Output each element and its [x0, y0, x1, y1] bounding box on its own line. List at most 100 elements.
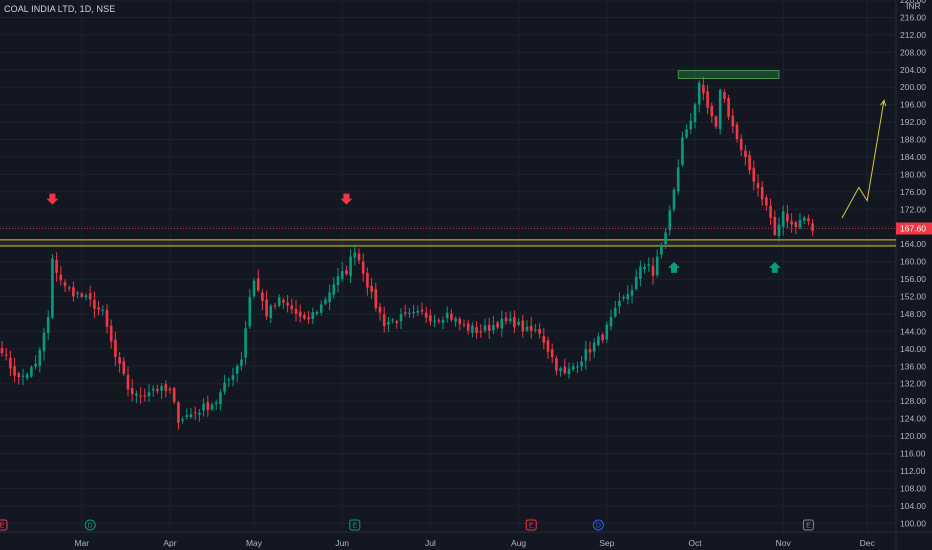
candle-body: [109, 325, 113, 342]
candle: [693, 102, 697, 129]
event-marker[interactable]: E: [349, 519, 361, 531]
candle-body: [403, 312, 407, 314]
candle-body: [752, 167, 756, 182]
candle-body: [286, 302, 289, 306]
candle: [63, 279, 67, 292]
candle: [135, 390, 138, 404]
y-tick-label: 220.00: [900, 0, 926, 5]
candle-body: [559, 368, 562, 371]
candle-body: [739, 138, 743, 151]
y-tick-label: 116.00: [900, 449, 926, 459]
candle-body: [723, 92, 726, 99]
candle: [21, 368, 25, 386]
candle: [387, 317, 390, 333]
y-tick-label: 136.00: [900, 361, 926, 371]
candle: [319, 300, 323, 316]
y-tick-label: 132.00: [900, 379, 926, 389]
candle: [647, 257, 651, 272]
earnings-icon: [802, 519, 814, 531]
candle-body: [315, 311, 319, 314]
time-axis[interactable]: Mar Apr May Jun Jul Aug Sep Oct Nov Dec: [74, 538, 875, 548]
y-tick-label: 196.00: [900, 100, 926, 110]
candle-body: [529, 325, 533, 331]
candle: [534, 323, 537, 333]
candle: [126, 366, 130, 397]
candle: [576, 361, 579, 374]
candle-body: [580, 361, 583, 367]
candle-body: [63, 282, 67, 286]
y-tick-label: 124.00: [900, 414, 926, 424]
event-marker[interactable]: E: [525, 519, 537, 531]
candle-body: [223, 382, 226, 392]
event-marker[interactable]: E: [0, 519, 8, 531]
candle-body: [647, 264, 651, 266]
candle: [177, 400, 180, 430]
candle-body: [366, 272, 369, 288]
candle-body: [101, 309, 105, 311]
candle: [214, 399, 218, 410]
event-marker[interactable]: E: [802, 519, 814, 531]
candle: [151, 385, 155, 397]
candle: [59, 266, 63, 286]
candle-body: [613, 308, 617, 317]
candle-body: [567, 368, 571, 375]
sell-arrow-icon: [46, 193, 59, 205]
candle-body: [471, 325, 474, 333]
candle: [349, 249, 352, 284]
x-tick-label: Jun: [335, 538, 349, 548]
candle: [30, 365, 33, 378]
candle-body: [357, 253, 361, 261]
price-axis[interactable]: 100.00 104.00 108.00 112.00 116.00 120.00 124.…: [896, 0, 932, 528]
candle-body: [605, 324, 609, 340]
event-marker[interactable]: D: [84, 519, 96, 531]
candle: [244, 320, 247, 365]
sell-arrow-icon: [340, 193, 353, 205]
candle-body: [328, 292, 331, 303]
candle: [525, 320, 529, 333]
candle: [563, 358, 567, 376]
candle-body: [630, 290, 634, 296]
candle: [269, 304, 273, 324]
candle-body: [135, 393, 138, 396]
candle: [42, 327, 46, 361]
candle-body: [429, 315, 432, 322]
candle-body: [550, 349, 554, 357]
candle: [479, 324, 483, 338]
candle: [34, 355, 37, 370]
candle: [798, 213, 802, 230]
candle-body: [786, 213, 789, 222]
y-tick-label: 204.00: [900, 65, 926, 75]
candle: [727, 94, 730, 121]
candle: [240, 351, 243, 371]
buy-arrow-icon: [768, 261, 781, 273]
candle: [651, 257, 655, 285]
candle: [748, 150, 751, 175]
candle: [420, 302, 424, 316]
candle-body: [164, 384, 168, 391]
candle-body: [744, 150, 747, 158]
candle: [13, 357, 16, 383]
y-tick-label: 200.00: [900, 82, 926, 92]
x-tick-label: Oct: [688, 538, 702, 548]
candle-body: [790, 221, 793, 225]
candle: [88, 285, 92, 307]
candle: [202, 398, 205, 417]
candle: [130, 379, 134, 402]
candle: [664, 227, 667, 250]
candle-body: [55, 260, 58, 273]
candle: [109, 319, 113, 349]
candle-body: [521, 320, 525, 332]
candle: [681, 131, 684, 168]
x-tick-label: Jul: [425, 538, 436, 548]
x-tick-label: Dec: [860, 538, 876, 548]
candle: [622, 295, 625, 302]
candle: [462, 319, 466, 328]
y-tick-label: 176.00: [900, 187, 926, 197]
event-marker[interactable]: D: [592, 519, 604, 531]
candle-body: [781, 211, 785, 227]
candle-body: [340, 271, 344, 279]
candle-body: [38, 349, 42, 366]
candle-body: [387, 322, 390, 325]
